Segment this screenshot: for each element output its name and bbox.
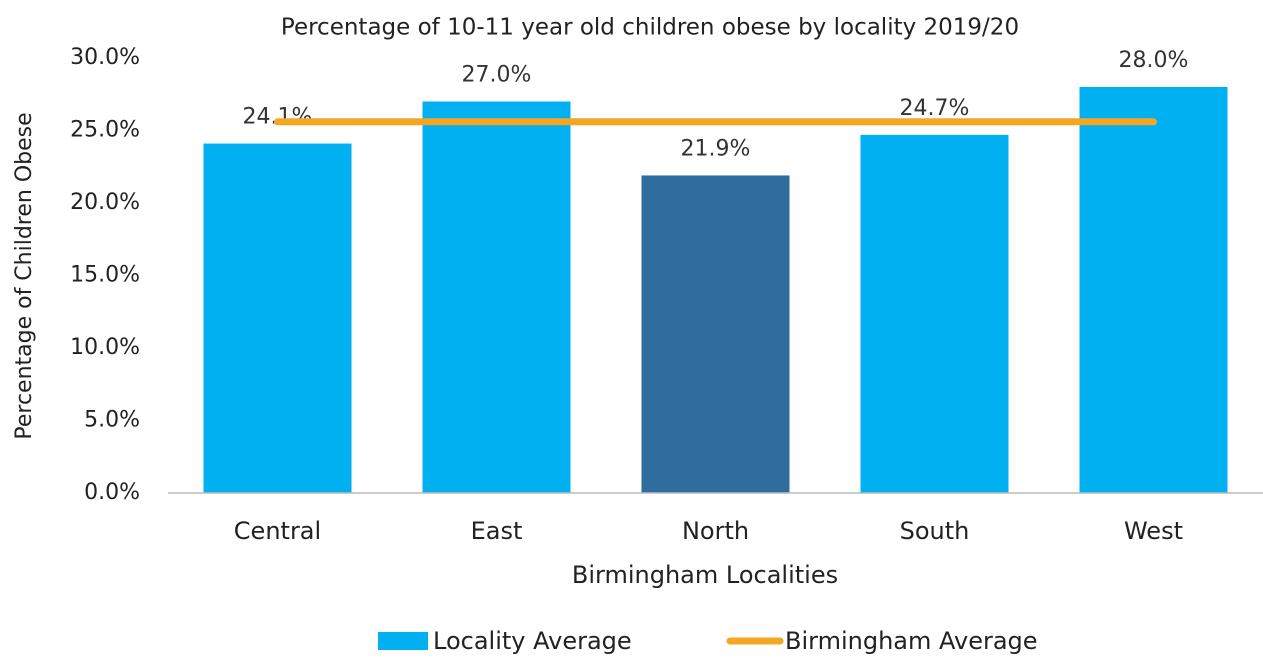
x-tick-label: North <box>682 517 749 545</box>
bar <box>422 101 571 493</box>
x-tick-label: South <box>900 517 970 545</box>
legend-label: Locality Average <box>433 627 632 655</box>
y-tick-label: 25.0% <box>70 118 140 143</box>
y-tick-label: 0.0% <box>84 480 140 505</box>
data-label: 24.1% <box>243 105 313 130</box>
y-tick-label: 15.0% <box>70 263 140 288</box>
y-tick-label: 30.0% <box>70 45 140 70</box>
data-label: 24.7% <box>900 96 970 121</box>
y-tick-label: 5.0% <box>84 408 140 433</box>
data-label: 21.9% <box>681 136 751 161</box>
bar <box>203 143 352 494</box>
bar <box>1079 87 1228 493</box>
bar <box>860 134 1009 493</box>
x-axis-title: Birmingham Localities <box>572 561 838 589</box>
legend-swatch <box>378 632 428 650</box>
x-tick-label: West <box>1124 517 1183 545</box>
chart-title: Percentage of 10-11 year old children ob… <box>281 15 1019 41</box>
bar <box>641 175 790 493</box>
y-tick-label: 10.0% <box>70 335 140 360</box>
data-label: 28.0% <box>1119 48 1189 73</box>
x-tick-label: Central <box>234 517 321 545</box>
y-axis-title: Percentage of Children Obese <box>12 112 37 439</box>
x-tick-label: East <box>471 517 523 545</box>
y-tick-label: 20.0% <box>70 190 140 215</box>
data-label: 27.0% <box>462 63 532 88</box>
legend-label: Birmingham Average <box>785 627 1038 655</box>
